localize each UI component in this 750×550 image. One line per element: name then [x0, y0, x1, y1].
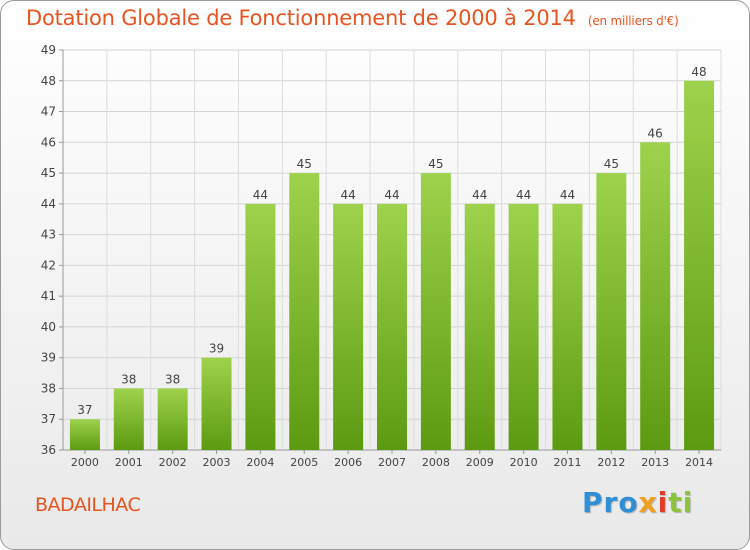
y-tick-label: 39: [41, 351, 56, 365]
x-tick-label: 2012: [597, 456, 625, 469]
data-label: 45: [428, 157, 443, 171]
data-label: 46: [648, 126, 663, 140]
data-label: 44: [340, 188, 355, 202]
bar: [201, 357, 232, 450]
y-tick-labels: 36 37 38 39 40 41 42 43 44 45 46 47 48 49: [41, 43, 56, 457]
bar: [640, 142, 671, 451]
commune-name: BADAILHAC: [35, 494, 141, 516]
y-tick-label: 45: [41, 166, 56, 180]
x-tick-label: 2014: [685, 456, 713, 469]
bar: [157, 388, 188, 450]
bar: [377, 203, 407, 450]
data-label: 44: [384, 188, 399, 202]
data-label: 39: [209, 342, 224, 356]
proxiti-logo: Proxiti: [582, 486, 694, 519]
bar: [508, 203, 539, 450]
y-tick-label: 47: [41, 105, 56, 119]
x-tick-label: 2008: [422, 456, 450, 469]
data-label: 38: [165, 372, 180, 386]
bar: [245, 203, 276, 450]
y-tick-label: 42: [41, 258, 56, 272]
data-label: 44: [516, 188, 531, 202]
bars: [69, 80, 715, 451]
data-label: 44: [560, 188, 575, 202]
y-tick-label: 46: [41, 135, 56, 149]
data-label: 48: [691, 65, 706, 79]
bar: [684, 80, 715, 451]
x-tick-label: 2005: [290, 456, 318, 469]
x-tick-label: 2002: [159, 456, 187, 469]
y-tick-label: 43: [41, 228, 56, 242]
bar: [596, 173, 627, 451]
x-tick-label: 2004: [246, 456, 274, 469]
x-tick-label: 2013: [641, 456, 669, 469]
x-tick-label: 2001: [115, 456, 143, 469]
x-tick-label: 2010: [510, 456, 538, 469]
bar: [69, 419, 100, 450]
bar: [552, 203, 583, 450]
y-tick-label: 40: [41, 320, 56, 334]
y-tick-label: 48: [41, 74, 56, 88]
bar: [420, 173, 451, 451]
data-label: 44: [253, 188, 268, 202]
x-tick-label: 2007: [378, 456, 406, 469]
y-tick-label: 37: [41, 412, 56, 426]
data-label: 38: [121, 372, 136, 386]
bar: [289, 173, 320, 451]
x-tick-label: 2011: [553, 456, 581, 469]
data-label: 45: [297, 157, 312, 171]
chart-subtitle: (en milliers d'€): [587, 14, 679, 28]
y-tick-label: 44: [41, 197, 56, 211]
y-tick-label: 38: [41, 381, 56, 395]
x-tick-label: 2009: [466, 456, 494, 469]
bar: [333, 203, 364, 450]
data-label: 37: [77, 403, 92, 417]
data-label: 44: [472, 188, 487, 202]
y-tick-label: 49: [41, 43, 56, 57]
x-tick-label: 2003: [203, 456, 231, 469]
chart-title: Dotation Globale de Fonctionnement de 20…: [26, 6, 679, 30]
bar: [113, 388, 144, 450]
x-tick-label: 2006: [334, 456, 362, 469]
data-labels: 37 38 38 39 44 45 44 44 45 44 44 44 45 46 48: [77, 65, 706, 417]
y-tick-label: 41: [41, 289, 56, 303]
data-label: 45: [604, 157, 619, 171]
x-tick-label: 2000: [71, 456, 99, 469]
chart-title-text: Dotation Globale de Fonctionnement de 20…: [26, 6, 576, 30]
y-tick-label: 36: [41, 443, 56, 457]
bar: [464, 203, 495, 450]
x-tick-labels: 2000 2001 2002 2003 2004 2005 2006 2007 2008 2009…: [71, 456, 713, 469]
